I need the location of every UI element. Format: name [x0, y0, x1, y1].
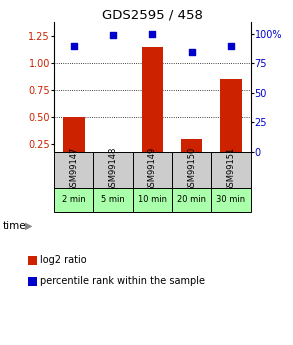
Bar — [102, 169, 124, 171]
Bar — [142, 47, 163, 171]
Bar — [181, 139, 202, 171]
Point — [71, 43, 76, 49]
Text: log2 ratio: log2 ratio — [40, 256, 86, 265]
Text: 20 min: 20 min — [177, 195, 206, 204]
Bar — [54, 151, 93, 188]
Text: GSM99150: GSM99150 — [187, 147, 196, 192]
Bar — [211, 151, 251, 188]
Bar — [54, 188, 93, 212]
Text: time: time — [3, 221, 27, 231]
Text: 30 min: 30 min — [216, 195, 246, 204]
Bar — [133, 188, 172, 212]
Bar — [211, 188, 251, 212]
Text: GSM99147: GSM99147 — [69, 147, 78, 192]
Text: 5 min: 5 min — [101, 195, 125, 204]
Bar — [63, 117, 85, 171]
Text: 10 min: 10 min — [138, 195, 167, 204]
Bar — [93, 151, 133, 188]
Text: GSM99149: GSM99149 — [148, 147, 157, 192]
Bar — [93, 188, 133, 212]
Bar — [172, 151, 211, 188]
Point — [229, 43, 233, 49]
Point — [189, 49, 194, 55]
Bar — [172, 188, 211, 212]
Text: ▶: ▶ — [25, 221, 33, 231]
Bar — [220, 79, 242, 171]
Text: percentile rank within the sample: percentile rank within the sample — [40, 276, 205, 286]
Point — [111, 32, 115, 38]
Title: GDS2595 / 458: GDS2595 / 458 — [102, 8, 203, 21]
Point — [150, 31, 155, 37]
Bar — [133, 151, 172, 188]
Text: GSM99148: GSM99148 — [109, 147, 117, 192]
Text: 2 min: 2 min — [62, 195, 86, 204]
Text: GSM99151: GSM99151 — [226, 147, 235, 192]
